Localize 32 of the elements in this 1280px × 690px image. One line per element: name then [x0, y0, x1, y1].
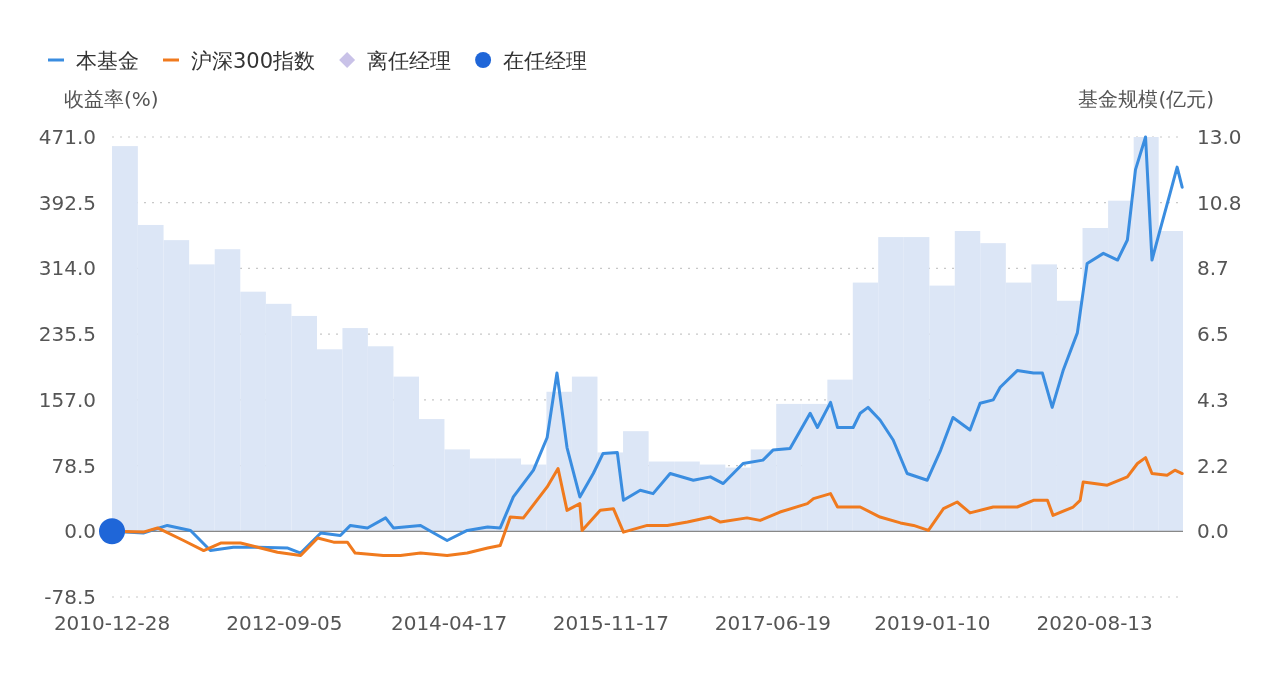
y-tick-label: -78.5 [44, 585, 96, 609]
y2-tick-label: 2.2 [1197, 453, 1229, 478]
legend-在任经理: 在任经理 [475, 49, 588, 73]
x-tick-label: 2012-09-05 [226, 611, 343, 635]
y2-tick-label: 4.3 [1197, 387, 1229, 412]
y-tick-label: 471.0 [38, 125, 96, 149]
x-tick-label: 2015-11-17 [552, 611, 669, 635]
legend-本基金: 本基金 [48, 49, 139, 73]
legend-label: 本基金 [76, 49, 139, 73]
legend-label: 在任经理 [503, 49, 588, 73]
y-tick-label: 0.0 [64, 519, 96, 544]
y2-tick-label: 0.0 [1197, 519, 1229, 544]
legend-离任经理: 离任经理 [339, 49, 452, 73]
x-tick-label: 2014-04-17 [390, 611, 508, 635]
y-tick-label: 157.0 [38, 387, 96, 412]
x-tick-label: 2019-01-10 [874, 611, 991, 635]
x-tick-label: 2010-12-28 [53, 611, 171, 635]
y-tick-label: 235.5 [38, 322, 96, 347]
legend-沪深300指数: 沪深300指数 [163, 49, 316, 73]
y2-tick-label: 13.0 [1197, 125, 1242, 149]
y2-tick-label: 10.8 [1197, 190, 1242, 215]
y-tick-label: 392.5 [38, 190, 96, 215]
x-tick-label: 2017-06-19 [714, 611, 832, 635]
legend-label: 离任经理 [367, 49, 452, 73]
x-tick-label: 2020-08-13 [1036, 611, 1153, 635]
y-axis-title: 收益率(%) [64, 87, 159, 111]
y-tick-label: 314.0 [38, 256, 96, 281]
y2-axis-title: 基金规模(亿元) [1078, 87, 1214, 111]
y2-tick-label: 6.5 [1197, 322, 1229, 347]
y-tick-label: 78.5 [51, 453, 96, 478]
legend-label: 沪深300指数 [191, 49, 316, 73]
y2-tick-label: 8.7 [1197, 256, 1229, 281]
